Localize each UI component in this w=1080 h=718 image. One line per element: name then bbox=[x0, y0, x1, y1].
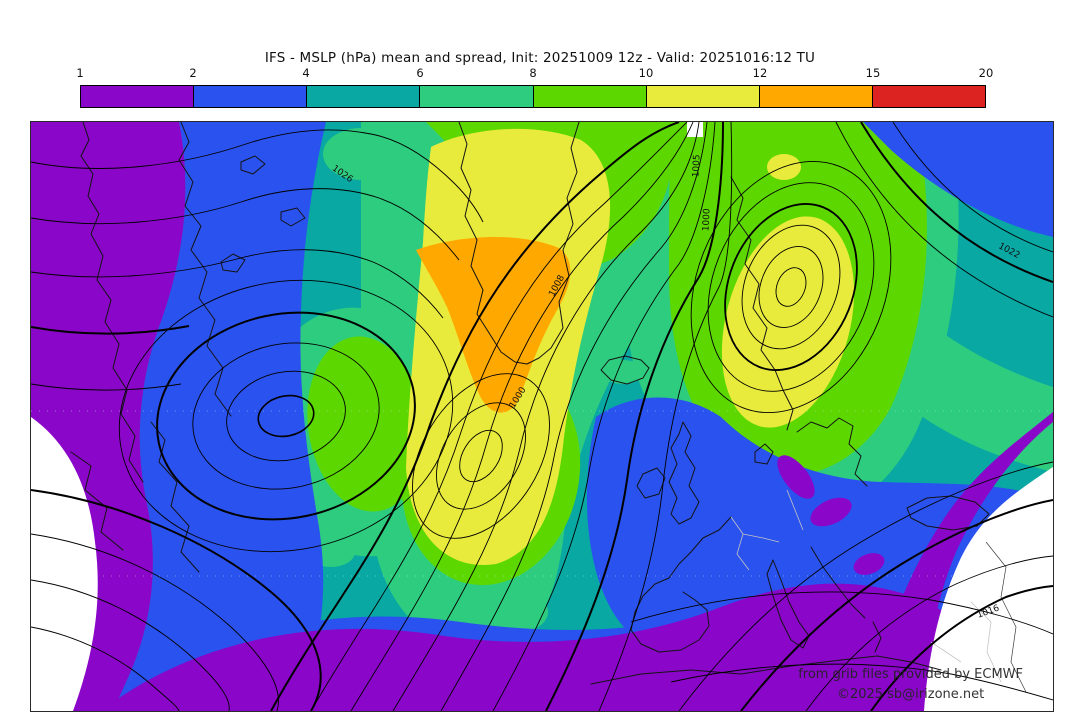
colorbar-segment bbox=[759, 86, 873, 107]
weather-map: 1026 1005 1000 1008 1000 1022 1016 bbox=[31, 122, 1053, 711]
coast-labrador bbox=[150, 421, 200, 573]
coast-greenland bbox=[458, 122, 580, 365]
colorbar-segment bbox=[81, 86, 195, 107]
colorbar-segment bbox=[533, 86, 647, 107]
coastline-layer bbox=[70, 122, 990, 685]
coast-island bbox=[280, 207, 306, 227]
colorbar-tick-row: 1 2 4 6 8 10 12 15 20 bbox=[76, 66, 993, 82]
contour-label: 1000 bbox=[701, 208, 712, 232]
colorbar-tick: 15 bbox=[865, 66, 881, 80]
colorbar-tick: 8 bbox=[529, 66, 537, 80]
chart-title: IFS - MSLP (hPa) mean and spread, Init: … bbox=[264, 50, 816, 66]
coast-adriatic bbox=[810, 546, 866, 619]
colorbar bbox=[80, 85, 986, 108]
coast-baltic bbox=[796, 417, 868, 487]
coast-britain bbox=[668, 421, 700, 525]
colorbar-tick: 12 bbox=[752, 66, 768, 80]
coast-greece bbox=[872, 621, 882, 653]
map-frame: 1026 1005 1000 1008 1000 1022 1016 from … bbox=[30, 121, 1054, 712]
colorbar-segment bbox=[646, 86, 760, 107]
coast-hudson bbox=[70, 451, 124, 551]
colorbar-tick: 20 bbox=[978, 66, 994, 80]
colorbar-segment bbox=[420, 86, 534, 107]
colorbar-tick: 4 bbox=[302, 66, 310, 80]
colorbar-segment bbox=[872, 86, 985, 107]
country-border-layer bbox=[730, 489, 1002, 683]
coast-island bbox=[220, 253, 246, 273]
colorbar-segment bbox=[194, 86, 308, 107]
coast-iceland bbox=[600, 355, 650, 385]
attribution-source: from grib files provided by ECMWF bbox=[798, 667, 1023, 682]
colorbar-tick: 10 bbox=[638, 66, 654, 80]
coast-north-africa bbox=[590, 655, 942, 685]
colorbar-tick: 1 bbox=[76, 66, 84, 80]
contour-label: 1005 bbox=[691, 154, 702, 177]
colorbar-tick: 6 bbox=[416, 66, 424, 80]
colorbar-tick: 2 bbox=[189, 66, 197, 80]
mslp-contour-layer bbox=[31, 122, 1053, 711]
attribution-copyright: ©2025 sb@irizone.net bbox=[836, 687, 985, 702]
coast-italy bbox=[766, 559, 810, 649]
attribution: from grib files provided by ECMWF ©2025 … bbox=[798, 665, 1023, 705]
border-layer-dark bbox=[985, 541, 1027, 693]
coast-island bbox=[240, 155, 266, 175]
coast-canada bbox=[178, 122, 232, 417]
coast-ireland bbox=[636, 467, 666, 499]
coast-canada bbox=[80, 122, 144, 483]
colorbar-segment bbox=[307, 86, 421, 107]
coast-denmark bbox=[754, 443, 774, 465]
spread-fill-layer bbox=[31, 122, 1053, 711]
coast-black-sea bbox=[906, 495, 990, 531]
